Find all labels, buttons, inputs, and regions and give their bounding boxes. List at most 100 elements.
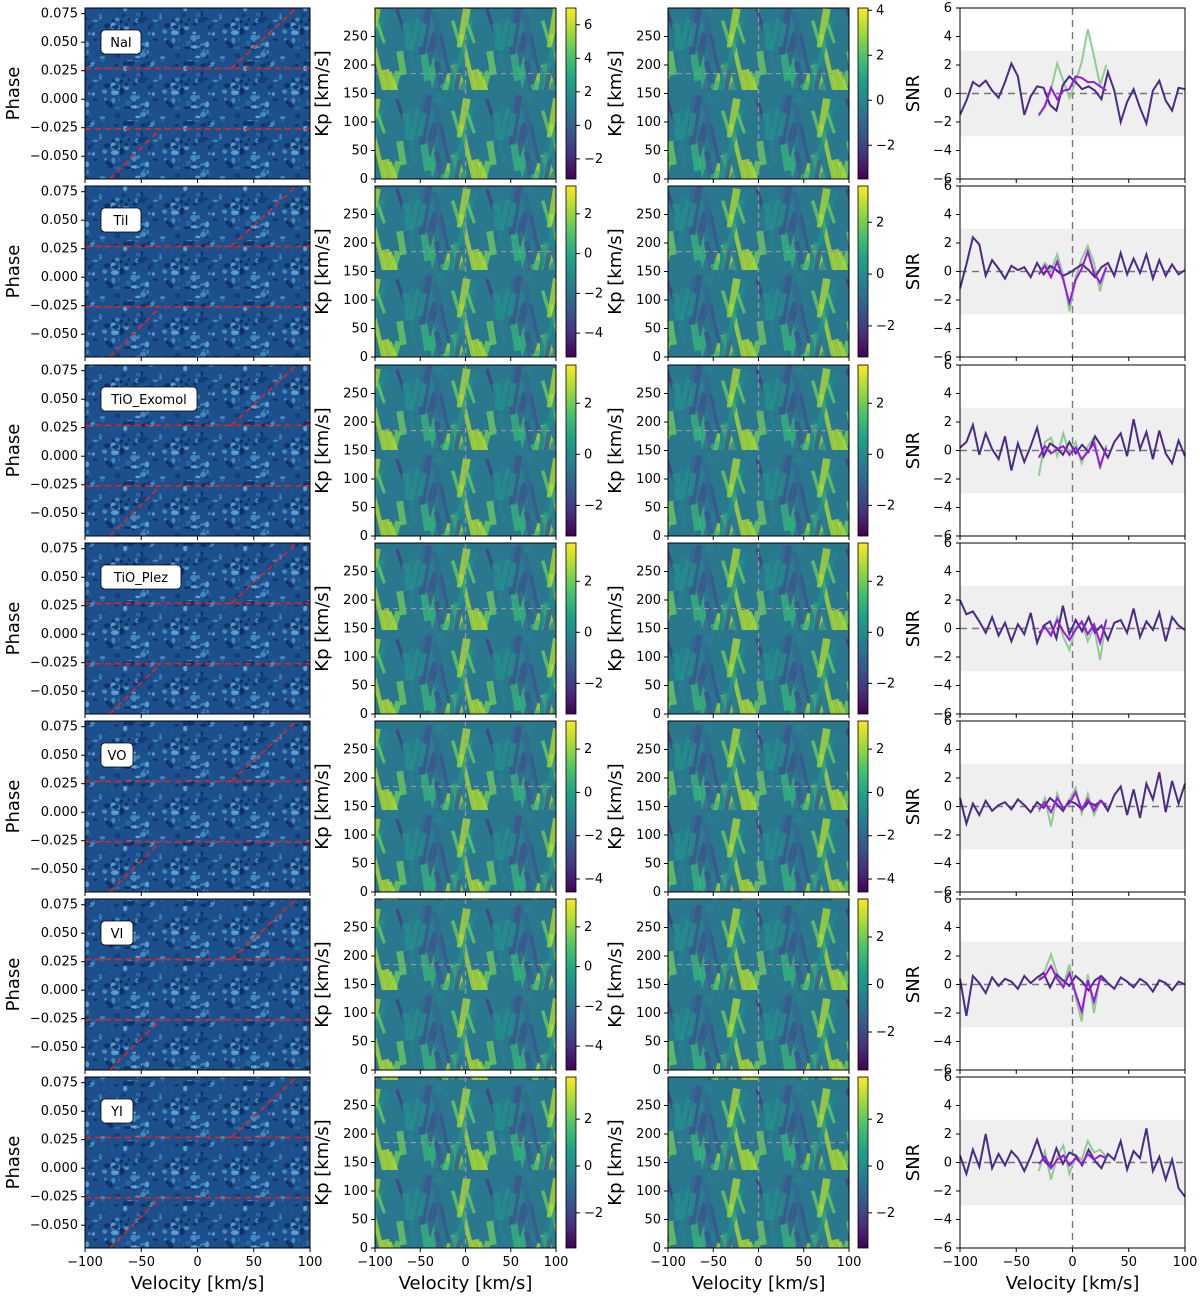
ytick-label: 0.025 <box>41 955 78 970</box>
ytick-label: 0.050 <box>41 748 78 763</box>
y-axis-label: Phase <box>3 424 24 478</box>
ytick-label: −0.025 <box>30 121 78 136</box>
y-axis-label: Kp [km/s] <box>605 1119 626 1205</box>
ytick-label: 100 <box>636 472 661 487</box>
ytick-label: −2 <box>933 1006 952 1021</box>
colorbar <box>565 1076 577 1249</box>
colorbar-tick-label: −2 <box>876 498 895 513</box>
colorbar-tick-label: 2 <box>584 742 592 757</box>
x-axis-label: Velocity [km/s] <box>1006 1273 1140 1294</box>
kp-map-3-1 <box>371 542 580 718</box>
ytick-label: 6 <box>944 892 952 907</box>
ytick-label: 2 <box>944 236 952 251</box>
colorbar-tick-label: 0 <box>584 785 592 800</box>
kp-map-4-1 <box>371 720 580 896</box>
ytick-label: −6 <box>933 1241 952 1256</box>
ytick-label: 0 <box>944 800 952 815</box>
ytick-label: 250 <box>343 565 368 580</box>
ytick-label: 150 <box>636 87 661 102</box>
ytick-label: 0 <box>944 978 952 993</box>
ytick-label: −4 <box>933 857 952 872</box>
snr-main-series <box>959 1128 1186 1198</box>
ytick-label: 0.050 <box>41 392 78 407</box>
colorbar-tick-label: 2 <box>876 215 884 230</box>
ytick-label: 0 <box>653 529 661 544</box>
ytick-label: 100 <box>343 293 368 308</box>
colorbar-tick-label: 2 <box>584 574 592 589</box>
species-label: VO <box>108 749 127 764</box>
ytick-label: 100 <box>636 1184 661 1199</box>
ytick-label: −4 <box>933 501 952 516</box>
xtick-label: 0 <box>754 1255 762 1270</box>
ytick-label: 0 <box>944 622 952 637</box>
y-axis-label: Kp [km/s] <box>312 1119 333 1205</box>
ytick-label: −6 <box>933 707 952 722</box>
ytick-label: 250 <box>343 921 368 936</box>
trail-line <box>109 1019 161 1071</box>
ytick-label: 6 <box>944 536 952 551</box>
colorbar-tick-label: −2 <box>876 138 895 153</box>
colorbar-tick-label: −4 <box>584 1039 603 1054</box>
colorbar-tick-label: 4 <box>584 51 592 66</box>
snr-main-series <box>959 772 1186 828</box>
ytick-label: 0 <box>360 172 368 187</box>
ytick-label: −0.050 <box>30 149 78 164</box>
trail-line <box>230 7 298 70</box>
ytick-label: −4 <box>933 1035 952 1050</box>
ytick-label: 50 <box>351 322 368 337</box>
ytick-label: 0.025 <box>41 421 78 436</box>
colorbar-tick-label: 2 <box>876 396 884 411</box>
ytick-label: −0.050 <box>30 1040 78 1055</box>
ytick-label: 0.000 <box>41 1161 78 1176</box>
ytick-label: 100 <box>636 293 661 308</box>
ytick-label: 50 <box>351 679 368 694</box>
ytick-label: 200 <box>636 1127 661 1142</box>
colorbar-tick-label: 2 <box>876 930 884 945</box>
xtick-label: 0 <box>1068 1255 1076 1270</box>
colorbar <box>565 720 577 893</box>
y-axis-label: Kp [km/s] <box>312 941 333 1027</box>
snr-panel-2 <box>956 364 1186 540</box>
kp-map-0-2 <box>664 7 872 183</box>
colorbar <box>857 185 869 358</box>
x-axis-label: Velocity [km/s] <box>131 1273 265 1294</box>
ytick-label: 100 <box>636 1006 661 1021</box>
ytick-label: 6 <box>944 1 952 16</box>
ytick-label: 50 <box>644 1035 661 1050</box>
ytick-label: 50 <box>644 144 661 159</box>
y-axis-label: Kp [km/s] <box>312 228 333 314</box>
ytick-label: 200 <box>636 949 661 964</box>
xtick-label: −100 <box>67 1255 103 1270</box>
xtick-label: −50 <box>128 1255 155 1270</box>
colorbar-tick-label: 0 <box>584 1159 592 1174</box>
ytick-label: −6 <box>933 172 952 187</box>
ytick-label: 0.025 <box>41 777 78 792</box>
snr-panel-6 <box>956 1076 1186 1252</box>
colorbar <box>565 364 577 537</box>
ytick-label: 200 <box>636 415 661 430</box>
y-axis-label: Kp [km/s] <box>605 763 626 849</box>
snr-highlight-series <box>1038 617 1108 647</box>
trail-line <box>109 306 161 358</box>
ytick-label: 100 <box>343 650 368 665</box>
species-box <box>100 207 142 233</box>
y-axis-label: Kp [km/s] <box>605 941 626 1027</box>
ytick-label: 50 <box>644 857 661 872</box>
colorbar-tick-label: 0 <box>584 960 592 975</box>
ytick-label: 250 <box>636 30 661 45</box>
colorbar-tick-label: 2 <box>876 48 884 63</box>
snr-main-series <box>959 599 1186 647</box>
ytick-label: −2 <box>933 650 952 665</box>
ytick-label: −0.025 <box>30 656 78 671</box>
colorbar-tick-label: −2 <box>584 498 603 513</box>
ytick-label: 0.050 <box>41 1104 78 1119</box>
species-box <box>100 742 134 768</box>
ytick-label: −2 <box>933 472 952 487</box>
snr-panel-5 <box>956 898 1186 1074</box>
colorbar-tick-label: 2 <box>876 1112 884 1127</box>
colorbar <box>857 1076 869 1249</box>
xtick-label: −100 <box>650 1255 686 1270</box>
y-axis-label: SNR <box>903 788 924 825</box>
ytick-label: 0.025 <box>41 1133 78 1148</box>
ytick-label: 250 <box>343 208 368 223</box>
